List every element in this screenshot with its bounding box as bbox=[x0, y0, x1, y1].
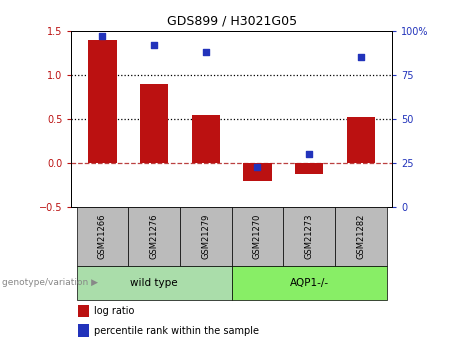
Title: GDS899 / H3021G05: GDS899 / H3021G05 bbox=[166, 14, 297, 27]
Text: AQP1-/-: AQP1-/- bbox=[290, 278, 329, 288]
Text: GSM21266: GSM21266 bbox=[98, 214, 107, 259]
Bar bbox=[77, 266, 231, 300]
Text: percentile rank within the sample: percentile rank within the sample bbox=[94, 326, 259, 336]
Point bbox=[99, 33, 106, 39]
Point bbox=[202, 49, 209, 55]
Bar bbox=[335, 207, 387, 266]
Text: GSM21273: GSM21273 bbox=[305, 214, 313, 259]
Text: log ratio: log ratio bbox=[94, 306, 134, 316]
Bar bbox=[192, 115, 220, 163]
Bar bbox=[243, 163, 272, 181]
Text: GSM21276: GSM21276 bbox=[150, 214, 159, 259]
Bar bbox=[295, 163, 323, 174]
Text: GSM21270: GSM21270 bbox=[253, 214, 262, 259]
Bar bbox=[88, 40, 117, 163]
Bar bbox=[231, 207, 284, 266]
Point bbox=[306, 151, 313, 157]
Text: wild type: wild type bbox=[130, 278, 178, 288]
Bar bbox=[77, 207, 128, 266]
Point bbox=[357, 55, 365, 60]
Bar bbox=[128, 207, 180, 266]
Text: genotype/variation ▶: genotype/variation ▶ bbox=[2, 278, 98, 287]
Point bbox=[150, 42, 158, 48]
Text: GSM21282: GSM21282 bbox=[356, 214, 366, 259]
Bar bbox=[347, 117, 375, 163]
Bar bbox=[284, 207, 335, 266]
Point bbox=[254, 164, 261, 169]
Bar bbox=[231, 266, 387, 300]
Bar bbox=[78, 305, 89, 317]
Bar bbox=[140, 84, 168, 163]
Text: GSM21279: GSM21279 bbox=[201, 214, 210, 259]
Bar bbox=[78, 324, 89, 337]
Bar bbox=[180, 207, 231, 266]
